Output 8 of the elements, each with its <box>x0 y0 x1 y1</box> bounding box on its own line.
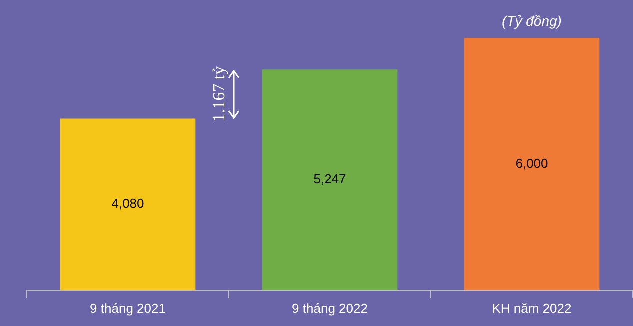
data-label: 6,000 <box>516 156 548 171</box>
x-tick-label: 9 tháng 2021 <box>90 300 166 316</box>
x-tick-label: 9 tháng 2022 <box>292 300 368 316</box>
x-tick-label: KH năm 2022 <box>492 300 572 316</box>
text: (Tỷ đồng) <box>502 12 562 29</box>
data-label: 4,080 <box>112 196 144 212</box>
data-label: 5,247 <box>314 172 346 187</box>
annotation: 1.167 tỷ <box>209 66 228 122</box>
